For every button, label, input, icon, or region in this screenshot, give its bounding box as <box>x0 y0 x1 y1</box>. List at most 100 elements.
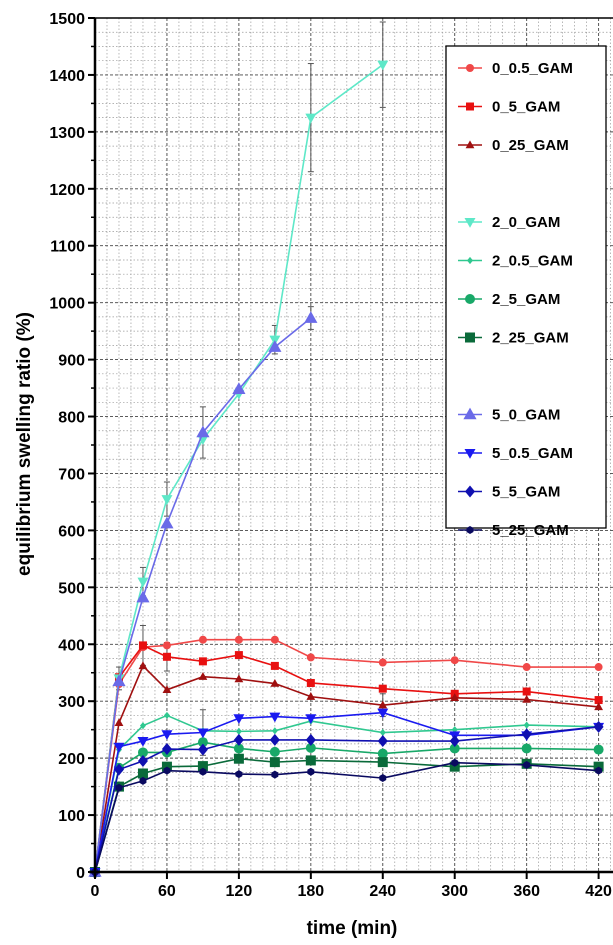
legend-label: 2_0.5_GAM <box>492 253 573 270</box>
series-0_25_GAM <box>90 661 604 876</box>
data-point <box>233 714 245 725</box>
data-point <box>198 672 208 680</box>
data-point <box>465 294 475 304</box>
y-axis-title: equilibrium swelling ratio (%) <box>14 312 35 576</box>
data-point <box>464 449 476 459</box>
data-point <box>232 382 246 395</box>
x-tick-label: 180 <box>297 883 324 900</box>
data-point <box>137 747 148 758</box>
data-point <box>523 721 530 729</box>
data-point <box>465 140 475 149</box>
data-point <box>270 635 279 644</box>
data-point <box>377 748 388 759</box>
series-line <box>94 317 312 873</box>
legend-item: 0_25_GAM <box>458 137 569 154</box>
data-point <box>466 526 474 534</box>
data-point <box>594 702 604 711</box>
y-tick-label: 800 <box>58 410 85 427</box>
data-point <box>521 743 532 754</box>
data-point <box>196 425 210 438</box>
y-tick-label: 1300 <box>49 125 85 142</box>
x-tick-label: 0 <box>91 883 100 900</box>
data-point <box>305 733 316 746</box>
data-point <box>161 730 173 740</box>
series-line <box>94 664 599 873</box>
data-point <box>197 743 208 756</box>
data-point <box>450 693 460 701</box>
data-point <box>268 340 282 352</box>
data-point <box>162 652 171 661</box>
axes <box>88 17 613 879</box>
data-point <box>115 783 123 792</box>
legend-item: 2_0_GAM <box>458 214 560 231</box>
data-point <box>522 694 532 703</box>
data-point <box>523 760 531 769</box>
legend-label: 5_0_GAM <box>492 407 560 424</box>
legend-label: 2_0_GAM <box>492 214 560 231</box>
data-point <box>234 651 243 660</box>
data-point <box>162 641 171 650</box>
legend-item: 5_5_GAM <box>458 484 560 501</box>
legend-label: 2_5_GAM <box>492 291 560 308</box>
data-point <box>379 728 386 737</box>
data-point <box>137 768 148 779</box>
data-point <box>464 218 476 228</box>
data-point <box>234 674 244 683</box>
y-tick-label: 300 <box>58 694 85 711</box>
legend-item: 0_0.5_GAM <box>458 60 573 77</box>
y-tick-label: 1100 <box>50 239 85 256</box>
data-point <box>377 708 389 719</box>
data-point <box>163 711 170 720</box>
legend-label: 2_25_GAM <box>492 330 569 347</box>
data-point <box>377 60 389 71</box>
legend-item: 5_0_GAM <box>458 407 560 424</box>
data-point <box>234 635 243 644</box>
data-point <box>306 692 316 700</box>
data-point <box>450 656 459 665</box>
series-line <box>94 711 599 873</box>
y-tick-label: 200 <box>58 751 85 768</box>
data-point <box>198 657 207 666</box>
data-point <box>233 733 244 746</box>
data-point <box>199 767 207 776</box>
legend-label: 5_25_GAM <box>492 522 569 539</box>
data-point <box>307 767 315 776</box>
y-tick-label: 400 <box>58 637 85 654</box>
y-tick-label: 900 <box>58 353 85 370</box>
x-tick-label: 240 <box>369 883 396 900</box>
data-point <box>466 102 474 111</box>
series-line <box>94 638 599 873</box>
series-line <box>94 644 599 873</box>
series-line <box>94 726 599 873</box>
data-point <box>161 743 172 756</box>
data-point <box>305 742 316 753</box>
data-point <box>233 753 244 764</box>
data-point <box>112 674 126 687</box>
data-point <box>160 516 174 529</box>
data-point <box>522 663 531 672</box>
data-point <box>304 311 318 323</box>
data-point <box>137 737 149 747</box>
data-point <box>114 718 124 727</box>
data-point <box>113 742 125 753</box>
y-tick-label: 700 <box>58 466 85 483</box>
data-point <box>269 746 280 757</box>
legend-item: 5_0.5_GAM <box>458 445 573 462</box>
y-tick-label: 1200 <box>49 182 85 199</box>
series-layer <box>88 60 605 878</box>
data-point <box>463 407 477 420</box>
data-point <box>163 766 171 775</box>
data-point <box>139 776 147 785</box>
legend-box <box>445 45 607 529</box>
data-point <box>138 641 147 650</box>
data-point <box>235 770 243 779</box>
data-point <box>377 735 388 748</box>
data-point <box>449 735 460 748</box>
y-tick-label: 600 <box>58 523 85 540</box>
data-point <box>378 658 387 667</box>
x-tick-label: 300 <box>441 883 468 900</box>
legend-item: 2_0.5_GAM <box>458 253 573 270</box>
data-point <box>522 687 531 696</box>
data-point <box>269 757 280 768</box>
